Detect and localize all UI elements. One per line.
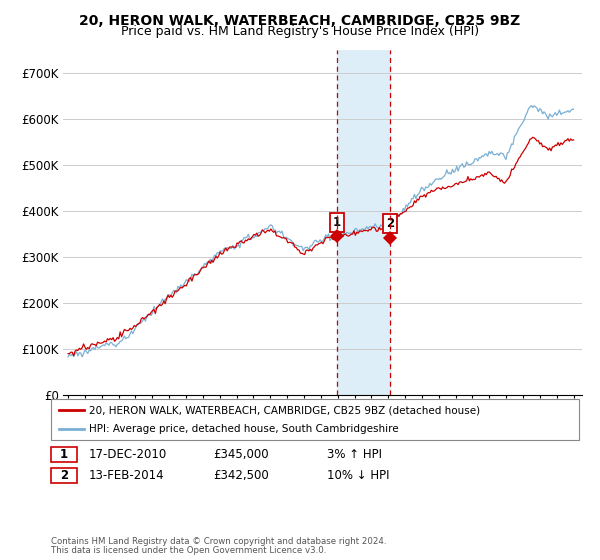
Text: Price paid vs. HM Land Registry's House Price Index (HPI): Price paid vs. HM Land Registry's House … xyxy=(121,25,479,38)
Text: 2: 2 xyxy=(60,469,68,482)
Text: £342,500: £342,500 xyxy=(213,469,269,482)
Text: 20, HERON WALK, WATERBEACH, CAMBRIDGE, CB25 9BZ: 20, HERON WALK, WATERBEACH, CAMBRIDGE, C… xyxy=(79,14,521,28)
Text: 1: 1 xyxy=(333,216,341,229)
Text: 17-DEC-2010: 17-DEC-2010 xyxy=(89,448,167,461)
Text: 3% ↑ HPI: 3% ↑ HPI xyxy=(327,448,382,461)
Text: 1: 1 xyxy=(60,448,68,461)
Text: This data is licensed under the Open Government Licence v3.0.: This data is licensed under the Open Gov… xyxy=(51,545,326,555)
Text: Contains HM Land Registry data © Crown copyright and database right 2024.: Contains HM Land Registry data © Crown c… xyxy=(51,538,386,547)
Text: 13-FEB-2014: 13-FEB-2014 xyxy=(89,469,164,482)
Text: HPI: Average price, detached house, South Cambridgeshire: HPI: Average price, detached house, Sout… xyxy=(89,424,398,433)
Text: 20, HERON WALK, WATERBEACH, CAMBRIDGE, CB25 9BZ (detached house): 20, HERON WALK, WATERBEACH, CAMBRIDGE, C… xyxy=(89,405,480,415)
Bar xyxy=(337,50,390,395)
Text: 2: 2 xyxy=(386,217,394,230)
Text: £345,000: £345,000 xyxy=(213,448,269,461)
Text: 10% ↓ HPI: 10% ↓ HPI xyxy=(327,469,389,482)
